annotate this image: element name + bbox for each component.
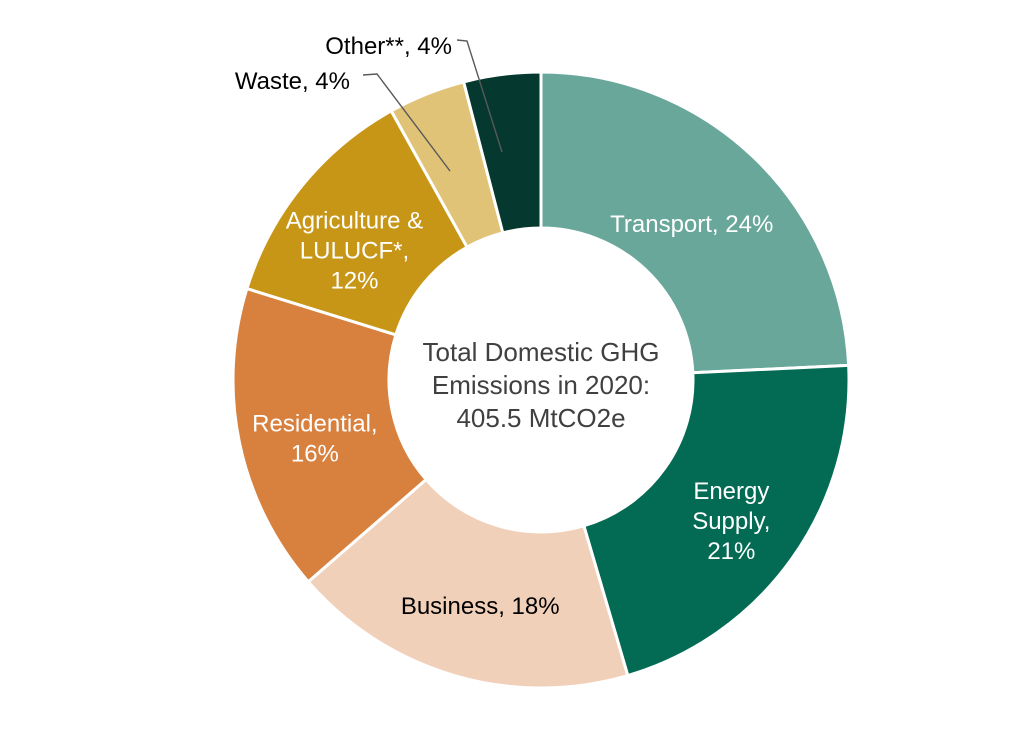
center-label-line-1: Total Domestic GHG [422,337,660,367]
slice-label-business: Business, 18% [401,593,560,620]
slice-label-waste: Waste, 4% [235,68,350,95]
center-label-line-3: 405.5 MtCO2e [456,403,626,433]
donut-center-label: Total Domestic GHG Emissions in 2020: 40… [341,336,741,435]
pie-slice-transport [539,70,851,375]
leader-line-other [456,39,503,153]
pie-slice-energy-supply [582,363,851,678]
center-label-line-2: Emissions in 2020: [431,370,651,400]
pie-slice-other [462,70,543,235]
pie-slice-business [306,478,630,690]
leader-line-waste [362,73,451,172]
slice-label-agriculture-lulucf: Agriculture & LULUCF*, 12% [286,207,423,294]
slice-label-transport: Transport, 24% [610,211,773,238]
pie-slice-agriculture-lulucf [245,109,469,337]
slice-label-other: Other**, 4% [325,33,452,60]
pie-slice-residential [231,287,428,584]
slice-label-residential: Residential, 16% [252,411,377,468]
slice-label-energy-supply: Energy Supply, 21% [692,478,770,565]
